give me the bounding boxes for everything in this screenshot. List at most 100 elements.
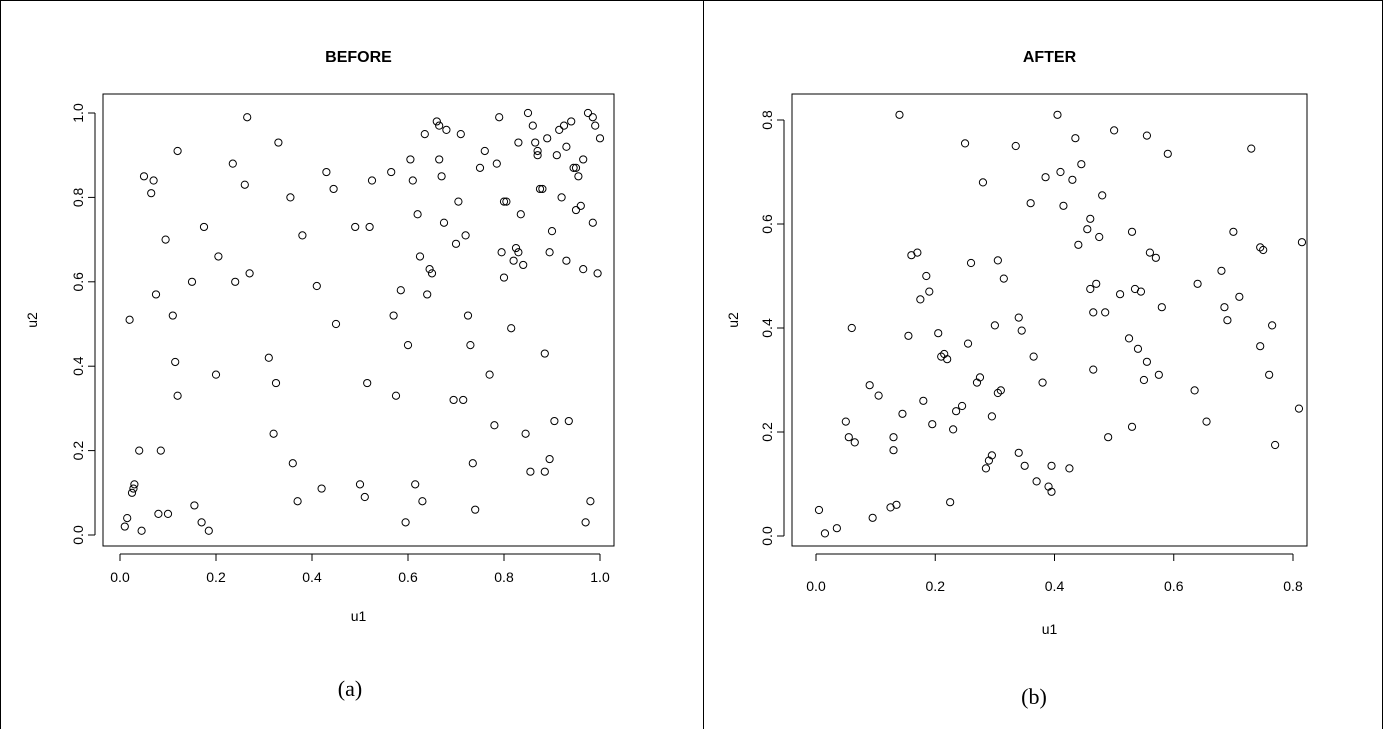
x-tick-label: 0.4 xyxy=(1045,578,1065,594)
scatter-point xyxy=(125,315,134,324)
scatter-point xyxy=(468,459,477,468)
scatter-point xyxy=(868,513,877,522)
scatter-point xyxy=(485,370,494,379)
scatter-point xyxy=(1202,417,1211,426)
scatter-point xyxy=(245,269,254,278)
scatter-point xyxy=(526,467,535,476)
scatter-point xyxy=(1089,365,1098,374)
scatter-point xyxy=(1136,287,1146,296)
scatter-point xyxy=(1053,110,1062,119)
scatter-point xyxy=(156,446,165,455)
x-tick-label: 0.6 xyxy=(1164,578,1184,594)
scatter-point xyxy=(389,311,398,320)
scatter-point xyxy=(545,248,554,257)
scatter-point xyxy=(519,260,528,270)
scatter-point xyxy=(509,256,518,265)
scatter-point xyxy=(1220,303,1229,312)
scatter-point xyxy=(1041,173,1050,182)
y-tick-label: 0.6 xyxy=(759,214,775,234)
scatter-point xyxy=(439,218,449,227)
scatter-point xyxy=(1259,245,1268,255)
scatter-point xyxy=(367,176,377,185)
scatter-point xyxy=(993,256,1002,265)
scatter-point xyxy=(243,113,252,122)
plot-box xyxy=(102,93,615,547)
scatter-point xyxy=(925,287,934,296)
scatter-point xyxy=(588,113,597,122)
scatter-point xyxy=(1247,144,1256,153)
scatter-point xyxy=(197,518,206,527)
scatter-point xyxy=(865,381,874,390)
scatter-point xyxy=(475,163,485,172)
scatter-point xyxy=(571,163,581,172)
scatter-point xyxy=(562,256,571,265)
scatter-point xyxy=(420,130,429,139)
scatter-point xyxy=(204,526,213,535)
scatter-point xyxy=(562,142,571,151)
scatter-point xyxy=(588,218,597,227)
scatter-point xyxy=(1217,266,1226,275)
scatter-point xyxy=(127,488,137,497)
scatter-point xyxy=(173,146,182,156)
scatter-point xyxy=(820,529,830,538)
scatter-point xyxy=(137,526,146,535)
scatter-point xyxy=(1047,461,1056,470)
scatter-point xyxy=(1056,167,1065,177)
scatter-point xyxy=(1068,175,1077,184)
scatter-point xyxy=(406,155,415,164)
scatter-point xyxy=(231,277,240,286)
scatter-point xyxy=(1190,386,1199,395)
scatter-point xyxy=(946,498,955,507)
scatter-point xyxy=(1154,370,1163,379)
scatter-point xyxy=(495,113,504,122)
scatter-point xyxy=(322,167,331,177)
scatter-point xyxy=(1104,433,1113,442)
scatter-point xyxy=(1083,225,1092,234)
scatter-point xyxy=(499,197,509,206)
scatter-point xyxy=(533,151,542,160)
scatter-point xyxy=(168,311,177,320)
scatter-point xyxy=(574,172,583,181)
scatter-point xyxy=(916,295,925,304)
scatter-point xyxy=(151,290,161,299)
scatter-point xyxy=(1157,303,1166,312)
scatter-point xyxy=(586,497,595,506)
scatter-point xyxy=(240,180,249,189)
scatter-point xyxy=(1029,352,1038,361)
scatter-point xyxy=(895,110,904,119)
scatter-point xyxy=(987,451,996,460)
scatter-point xyxy=(952,407,961,416)
scatter-point xyxy=(1115,290,1125,299)
scatter-point xyxy=(1038,378,1047,387)
scatter-point xyxy=(516,210,525,219)
scatter-point xyxy=(550,416,559,426)
scatter-point xyxy=(943,355,952,364)
scatter-point xyxy=(832,524,841,533)
scatter-point xyxy=(593,269,602,278)
scatter-point xyxy=(120,522,129,531)
scatter-point xyxy=(1074,240,1083,249)
scatter-point xyxy=(996,386,1005,395)
scatter-point xyxy=(214,252,223,261)
panel-divider xyxy=(703,0,704,729)
scatter-point xyxy=(595,134,605,143)
scatter-point xyxy=(583,108,593,118)
scatter-point xyxy=(547,227,557,236)
scatter-point xyxy=(540,349,549,358)
scatter-point xyxy=(507,324,516,333)
scatter-point xyxy=(497,248,506,257)
scatter-point xyxy=(814,505,824,515)
scatter-point xyxy=(286,193,295,202)
scatter-point xyxy=(456,130,465,139)
scatter-point xyxy=(161,235,170,244)
scatter-point xyxy=(211,370,221,379)
y-axis-label: u2 xyxy=(725,312,741,328)
scatter-point xyxy=(571,205,581,215)
scatter-point xyxy=(1098,191,1107,200)
scatter-point xyxy=(298,231,307,240)
scatter-point xyxy=(564,416,573,426)
scatter-point xyxy=(423,290,432,299)
scatter-point xyxy=(844,433,853,442)
plot-box xyxy=(791,93,1308,547)
scatter-point xyxy=(411,480,420,489)
